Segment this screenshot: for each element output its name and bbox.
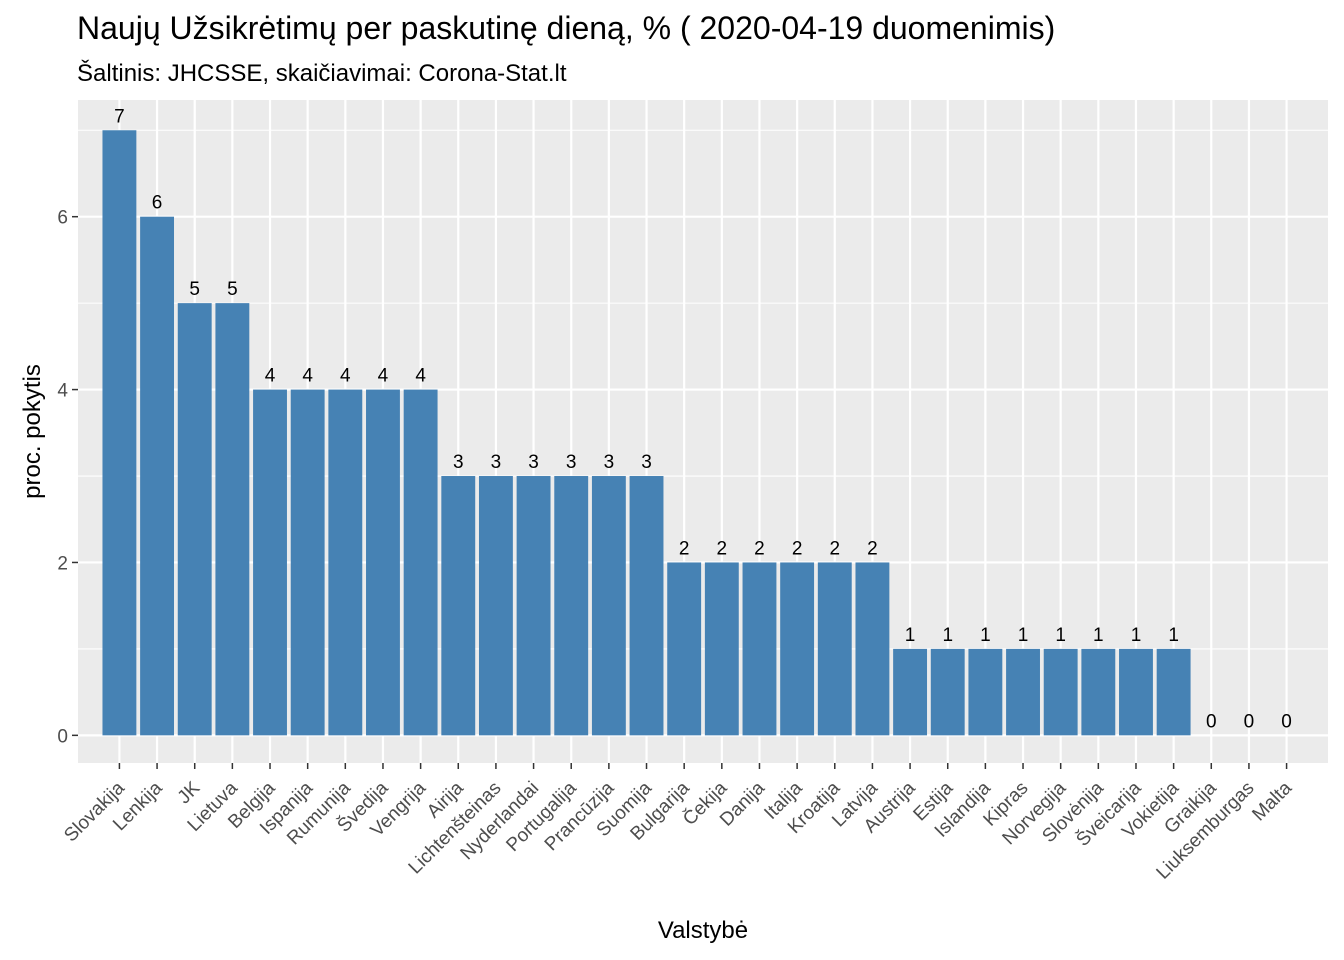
bar-value-label: 5 [227,279,238,300]
bar-value-label: 2 [792,538,803,559]
bar [366,389,400,736]
bar-value-label: 3 [641,452,652,473]
bar [968,648,1003,736]
bar-value-label: 1 [905,625,916,646]
bar-value-label: 0 [1244,711,1255,732]
bar-value-label: 1 [1168,625,1179,646]
bar-value-label: 1 [1018,625,1029,646]
x-axis-title: Valstybė [658,917,748,944]
bar [1156,648,1191,736]
bar [1006,648,1040,736]
bar [893,648,928,736]
bar-value-label: 3 [528,452,539,473]
bar [704,562,739,736]
y-axis: 0 2 4 6 [57,208,78,747]
bar-value-label: 4 [265,366,276,387]
y-tick-label: 4 [57,381,68,402]
bar-value-label: 2 [679,538,690,559]
bar-value-label: 6 [152,193,163,214]
bar-value-label: 3 [491,452,502,473]
bar-value-label: 3 [453,452,464,473]
bar [328,389,363,736]
bar-value-label: 2 [829,538,840,559]
bar-labels: 7 6 5 5 4 4 4 4 4 3 3 3 3 3 3 2 2 2 2 2 2 1 1 1 1 1 1 1 1 0 0 0 [114,106,1292,732]
bar-value-label: 0 [1281,711,1292,732]
bar-value-label: 3 [566,452,577,473]
bar-value-label: 1 [942,625,953,646]
bar [1043,648,1078,736]
y-tick-label: 2 [57,553,68,574]
bar-value-label: 1 [980,625,991,646]
bar [177,303,212,736]
bar [441,476,476,736]
bar [780,562,815,736]
bar [253,389,287,736]
bar [855,562,890,736]
bar-value-label: 2 [717,538,728,559]
bar [290,389,325,736]
bar [215,303,250,736]
bar-value-label: 1 [1055,625,1066,646]
bar [667,562,702,736]
chart-title: Naujų Užsikrėtimų per paskutinę dieną, %… [77,10,1056,46]
bar-value-label: 2 [754,538,765,559]
bar [554,476,589,736]
bar [403,389,438,736]
y-tick-label: 0 [57,726,68,747]
x-tick-label: Malta [1248,777,1296,825]
bar [817,562,852,736]
bars [102,130,1191,736]
bar-value-label: 4 [378,366,389,387]
bar-value-label: 0 [1206,711,1217,732]
bar [1081,648,1116,736]
bar [742,562,777,736]
y-tick-label: 6 [57,208,68,229]
bar-value-label: 1 [1093,625,1104,646]
bar [1119,648,1153,736]
bar [516,476,551,736]
bar-value-label: 3 [604,452,615,473]
bar [629,476,664,736]
bar-value-label: 1 [1131,625,1142,646]
y-axis-title: proc. pokytis [19,364,46,499]
bar [591,476,626,736]
bar [930,648,965,736]
bar [102,130,137,736]
bar-value-label: 4 [415,366,426,387]
bar-value-label: 5 [189,279,200,300]
bar [478,476,513,736]
chart-subtitle: Šaltinis: JHCSSE, skaičiavimai: Corona-S… [77,60,567,87]
bar [140,216,175,736]
bar-value-label: 7 [114,106,125,127]
bar-value-label: 2 [867,538,878,559]
bar-value-label: 4 [302,366,313,387]
bar-value-label: 4 [340,366,351,387]
